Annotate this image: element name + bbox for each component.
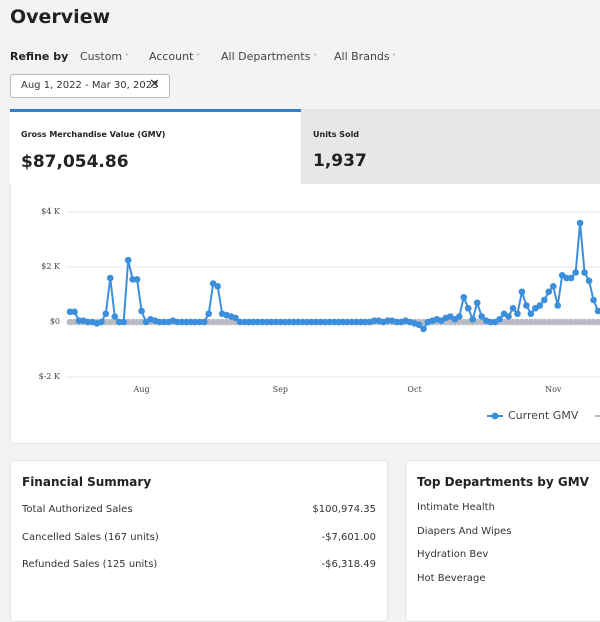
data-point [102, 310, 110, 318]
data-point [581, 269, 588, 276]
data-point [71, 308, 78, 316]
department[interactable]: Hot Beverage [417, 573, 486, 584]
data-point [124, 256, 132, 264]
data-point [554, 302, 562, 309]
data-point [509, 304, 517, 312]
clear-icon[interactable]: ✕ [149, 77, 160, 92]
data-point [536, 302, 544, 309]
row-value: -$7,601.00 [321, 532, 376, 543]
departments-card: Top Departments by GMV Intimate Health D… [405, 460, 600, 622]
data-point [572, 269, 579, 276]
data-point [518, 288, 526, 296]
data-point [460, 293, 468, 301]
financial-card: Financial Summary Total Authorized Sales… [10, 460, 388, 622]
data-point [545, 288, 553, 296]
data-point [567, 274, 575, 282]
data-point [541, 296, 548, 304]
data-point [496, 315, 503, 323]
card-title: Top Departments by GMV [417, 475, 589, 489]
y-tick-label: $4 K [41, 207, 61, 216]
date-chip[interactable]: Aug 1, 2022 - Mar 30, 2023 ✕ [10, 74, 170, 98]
data-point [455, 313, 463, 320]
row-label: Refunded Sales (125 units) [22, 559, 158, 570]
legend-label: Current GMV [508, 409, 579, 422]
data-point [415, 321, 423, 329]
kpi-label: Units Sold [313, 130, 360, 139]
kpi-tab[interactable]: Gross Merchandise Value (GMV) $87,054.86 [10, 109, 301, 184]
x-tick-label: Oct [407, 385, 422, 394]
x-tick-label: Sep [273, 385, 288, 394]
x-tick-label: Nov [545, 385, 562, 394]
page: Overview Refine by Custom Account All De… [0, 0, 600, 600]
data-point [464, 304, 472, 312]
legend-marker [491, 412, 499, 420]
data-point [514, 310, 521, 318]
data-point [98, 318, 105, 326]
date-range: Aug 1, 2022 - Mar 30, 2023 [21, 80, 159, 91]
data-point [214, 282, 221, 290]
refine-label: Refine by [10, 50, 69, 63]
data-point [469, 315, 477, 323]
data-point [232, 314, 239, 322]
data-point [200, 318, 208, 326]
data-point [527, 310, 535, 318]
data-point [111, 313, 119, 320]
department[interactable]: Hydration Bev [417, 549, 489, 560]
y-tick-label: $0 [50, 317, 60, 326]
filter[interactable]: All Departments [221, 50, 317, 63]
data-point [473, 299, 481, 307]
kpi-value: 1,937 [313, 151, 367, 171]
row-label: Total Authorized Sales [22, 504, 133, 515]
data-point [590, 296, 597, 304]
data-point [478, 313, 485, 320]
data-point [106, 274, 114, 282]
kpi-value: $87,054.86 [21, 152, 129, 172]
chart: Current GMV $-2 K $0 $2 K $4 K Aug Sep Oct Nov [39, 207, 600, 422]
filter[interactable]: All Brands [334, 50, 396, 63]
data-point [594, 318, 600, 326]
filter[interactable]: Custom [80, 50, 129, 63]
data-point [549, 282, 557, 290]
kpi-tab[interactable]: Units Sold 1,937 [301, 109, 600, 184]
row-label: Cancelled Sales (167 units) [22, 532, 159, 543]
data-point [120, 318, 127, 326]
data-point [594, 307, 600, 315]
row-value: -$6,318.49 [321, 559, 376, 570]
y-tick-label: $2 K [41, 262, 61, 271]
kpi-label: Gross Merchandise Value (GMV) [21, 130, 166, 139]
data-point [133, 276, 141, 283]
data-point [585, 277, 593, 285]
department[interactable]: Diapers And Wipes [417, 526, 512, 537]
data-point [505, 313, 512, 320]
filter[interactable]: Account [149, 50, 200, 63]
y-tick-label: $-2 K [39, 372, 61, 381]
data-point [205, 310, 213, 318]
x-tick-label: Aug [133, 385, 150, 394]
row-value: $100,974.35 [312, 504, 376, 515]
data-point [420, 325, 427, 333]
data-point [523, 302, 530, 309]
department[interactable]: Intimate Health [417, 502, 495, 513]
data-point [576, 219, 584, 227]
card-title: Financial Summary [22, 475, 152, 489]
page-title: Overview [10, 6, 111, 28]
data-point [138, 307, 145, 315]
